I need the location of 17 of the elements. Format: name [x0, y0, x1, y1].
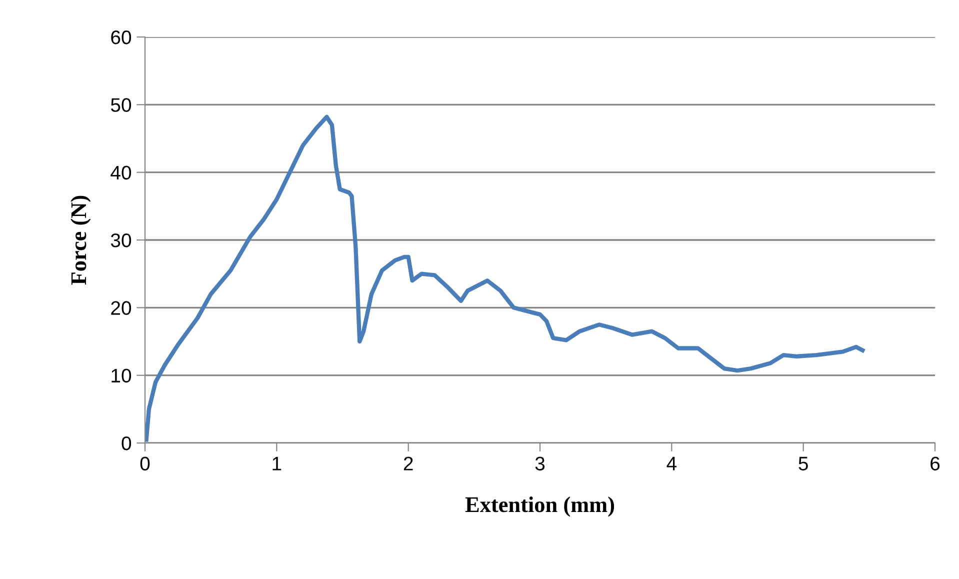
x-tick-label: 3 [535, 456, 545, 470]
y-tick-label: 0 [122, 436, 132, 450]
y-tick-label: 10 [112, 368, 132, 383]
x-tick-label: 2 [404, 456, 413, 470]
x-axis-title: Extention (mm) [465, 496, 614, 517]
x-tick-label: 1 [272, 456, 282, 470]
line-series [145, 114, 865, 442]
y-tick-label: 50 [110, 98, 132, 112]
y-axis-title: Force (N) [70, 196, 91, 285]
x-tick-label: 6 [930, 456, 940, 470]
y-tick-label: 20 [111, 301, 132, 315]
y-tick-label: 60 [111, 30, 132, 44]
x-tick-label: 4 [666, 456, 677, 470]
y-tick-label: 40 [110, 166, 132, 180]
x-tick-label: 0 [140, 456, 150, 470]
y-tick-label: 30 [110, 233, 132, 248]
x-tick-label: 5 [798, 456, 808, 470]
